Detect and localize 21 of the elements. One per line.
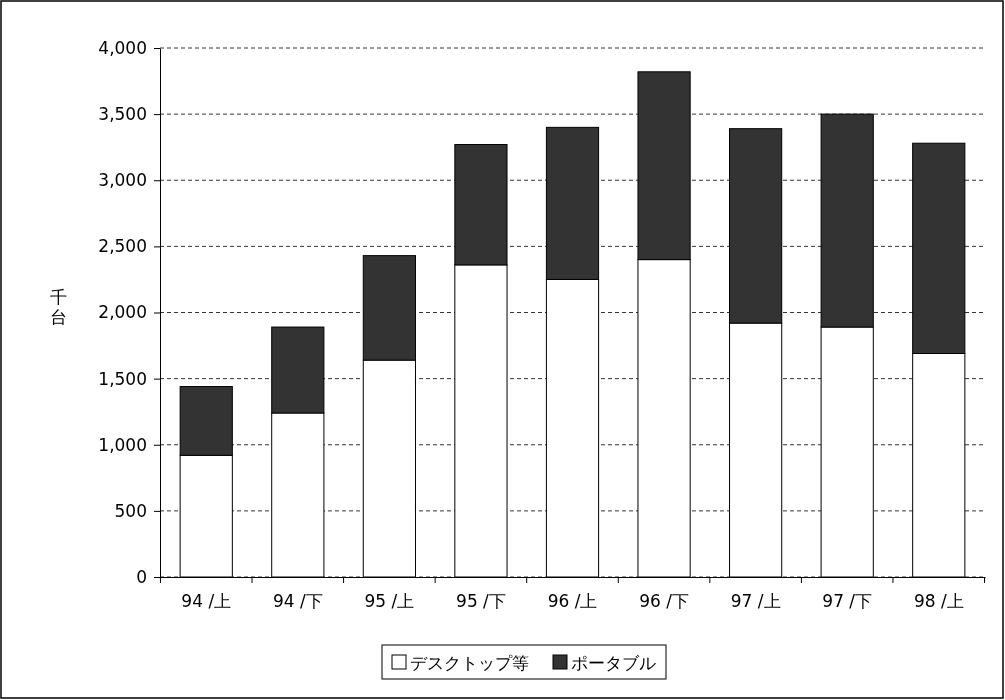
- y-tick-label: 1,500: [98, 368, 147, 389]
- x-tick-label: 96 /下: [639, 591, 689, 612]
- x-tick-label: 98 /上: [913, 591, 964, 612]
- legend-label: デスクトップ等: [410, 653, 529, 673]
- x-tick-label: 96 /上: [547, 591, 598, 612]
- y-tick-label: 3,500: [98, 104, 147, 125]
- y-tick-label: 2,500: [98, 236, 147, 257]
- y-tick-label: 3,000: [98, 170, 147, 191]
- legend-label: ポータブル: [571, 653, 656, 673]
- y-axis-title: 千台: [49, 287, 67, 327]
- y-tick-label: 2,000: [98, 302, 147, 323]
- x-tick-label: 97 /上: [730, 591, 781, 612]
- x-tick-label: 95 /下: [456, 591, 506, 612]
- y-tick-label: 500: [114, 500, 147, 521]
- x-tick-label: 97 /下: [822, 591, 873, 612]
- x-tick-label: 94 /上: [181, 591, 232, 612]
- x-tick-label: 95 /上: [364, 591, 415, 612]
- y-tick-label: 1,000: [98, 434, 147, 455]
- y-tick-label: 4,000: [98, 37, 147, 58]
- y-tick-label: 0: [136, 566, 147, 587]
- x-tick-label: 94 /下: [272, 591, 323, 612]
